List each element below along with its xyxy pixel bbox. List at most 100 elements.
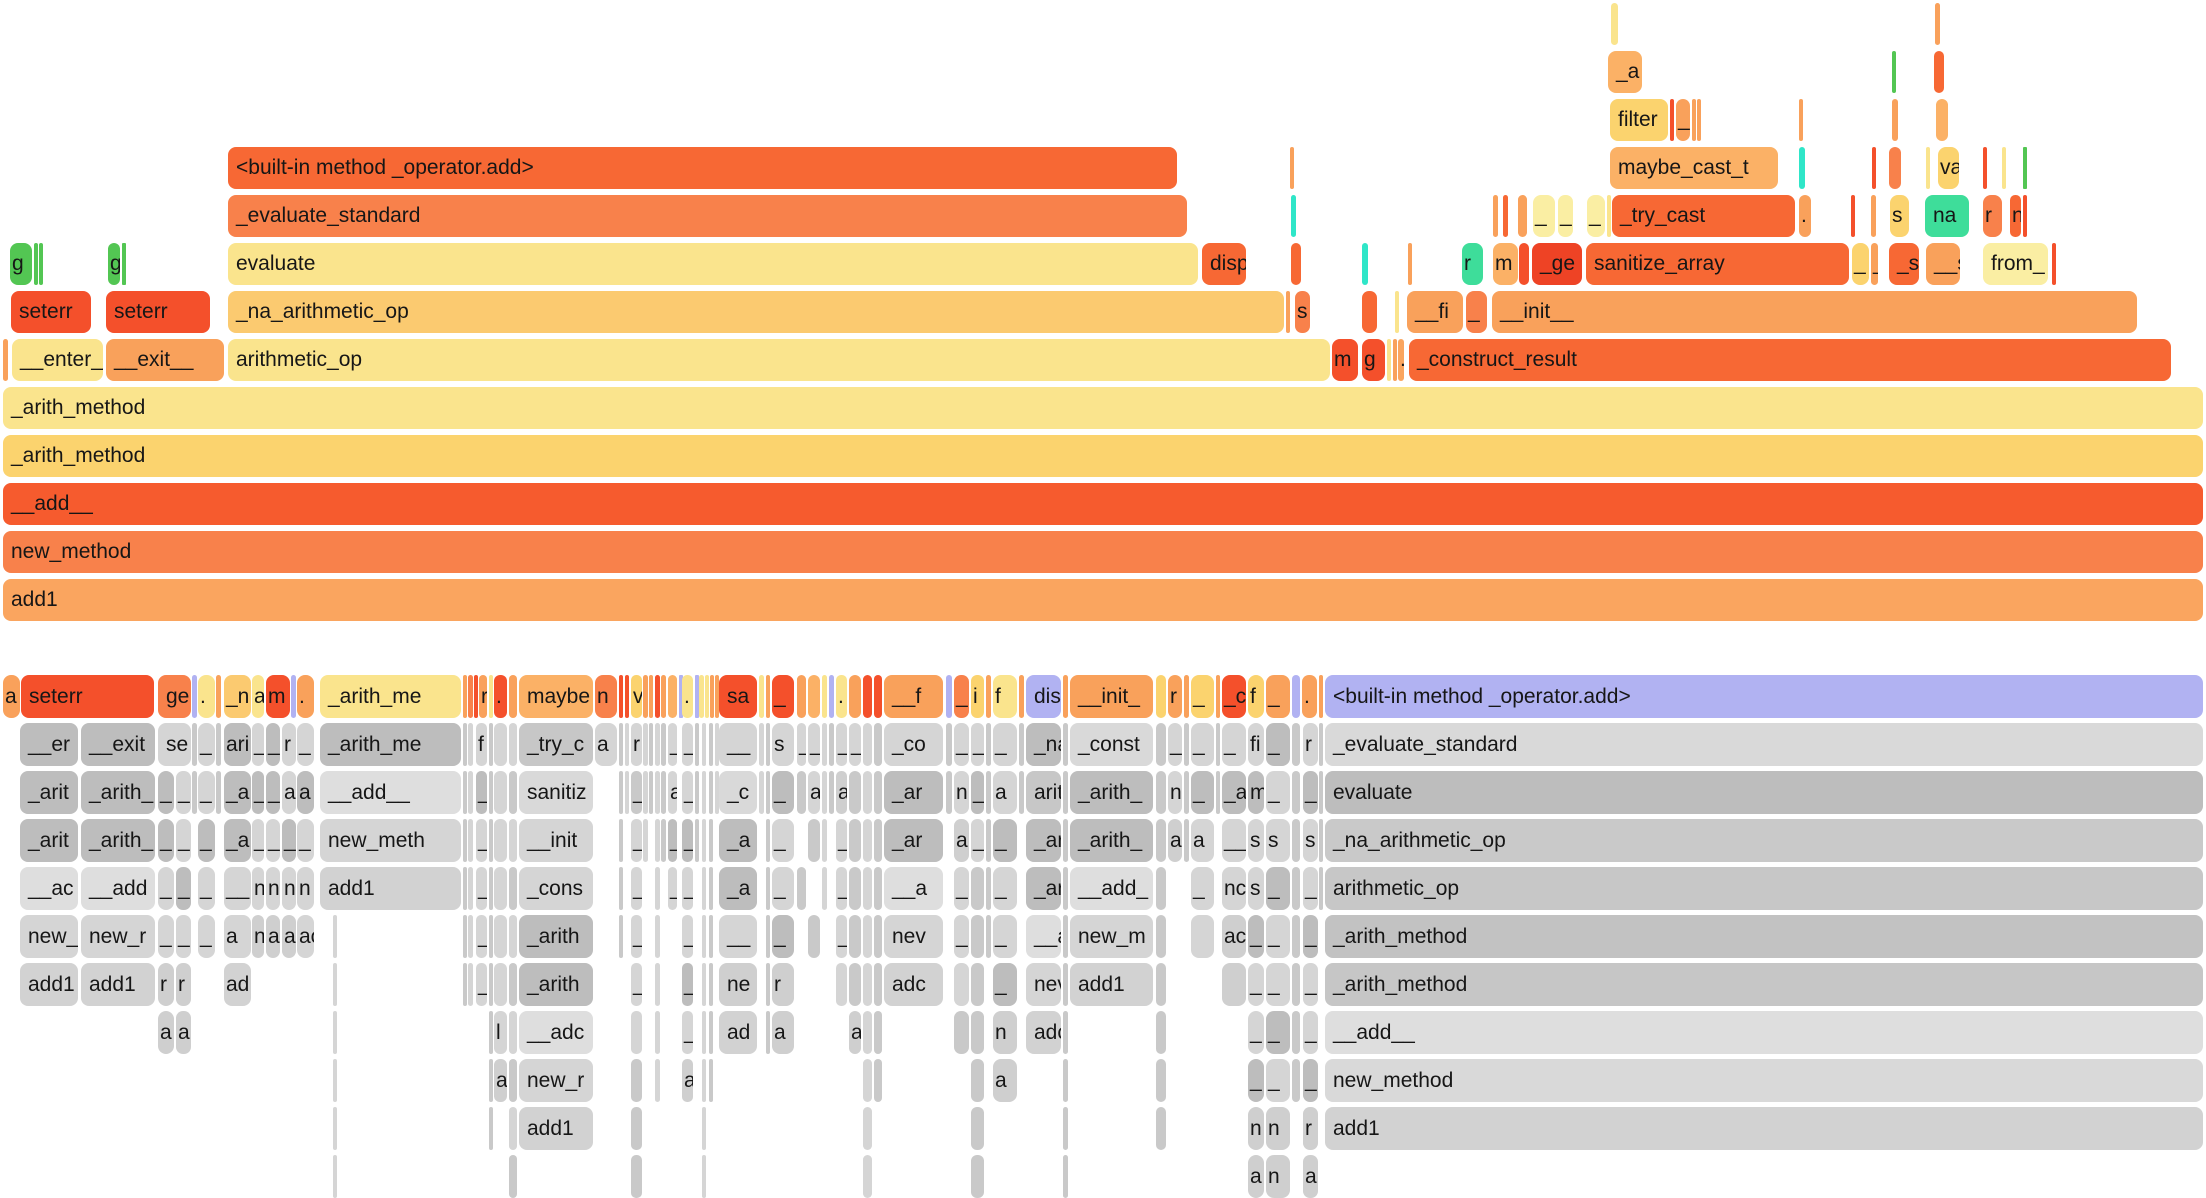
frame-bar[interactable]: nc (1222, 867, 1246, 910)
frame-bar[interactable] (954, 963, 969, 1006)
frame-bar[interactable] (1063, 1011, 1068, 1054)
frame-bar[interactable]: _a (1608, 51, 1642, 93)
frame-bar[interactable]: _ (252, 819, 264, 862)
frame-bar[interactable] (971, 963, 984, 1006)
frame-bar[interactable]: _ (176, 819, 191, 862)
frame-bar[interactable]: _ (1303, 867, 1318, 910)
frame-bar[interactable] (1156, 915, 1166, 958)
frame-bar[interactable]: _ (1303, 771, 1318, 814)
frame-bar[interactable]: _ (993, 963, 1017, 1006)
frame-bar[interactable]: _ (631, 867, 642, 910)
frame-bar[interactable] (1319, 867, 1323, 910)
frame-bar[interactable]: va (1938, 147, 1959, 189)
frame-bar[interactable]: a (668, 771, 677, 814)
frame-bar[interactable]: _a (719, 867, 757, 910)
frame-bar[interactable] (1493, 195, 1498, 237)
frame-bar[interactable]: _ (954, 675, 969, 718)
frame-bar[interactable] (766, 819, 770, 862)
frame-bar[interactable]: ne (719, 963, 757, 1006)
frame-bar[interactable]: _ (1248, 1059, 1264, 1102)
frame-bar[interactable]: _ (668, 723, 677, 766)
frame-bar[interactable]: _s (1889, 243, 1919, 285)
frame-bar[interactable]: a (836, 771, 847, 814)
frame-bar[interactable]: __exit (81, 723, 155, 766)
frame-bar[interactable] (849, 819, 861, 862)
frame-bar[interactable] (1319, 723, 1323, 766)
frame-bar[interactable] (1292, 771, 1300, 814)
frame-bar[interactable]: __ac (20, 867, 78, 910)
frame-bar[interactable] (874, 675, 882, 718)
frame-bar[interactable]: new_r (81, 915, 155, 958)
frame-bar[interactable]: _ (1248, 1011, 1264, 1054)
frame-bar[interactable] (1063, 867, 1068, 910)
frame-bar[interactable]: _ (282, 819, 296, 862)
frame-bar[interactable] (1156, 1107, 1166, 1150)
frame-bar[interactable] (759, 723, 764, 766)
frame-bar[interactable]: sanitize_array (1586, 243, 1849, 285)
frame-bar[interactable] (1292, 819, 1300, 862)
frame-bar[interactable]: a (3, 675, 20, 718)
frame-bar[interactable] (829, 723, 834, 766)
frame-bar[interactable] (1063, 915, 1068, 958)
frame-bar[interactable] (1387, 339, 1391, 381)
frame-bar[interactable] (509, 867, 517, 910)
frame-bar[interactable]: __a (1026, 915, 1061, 958)
frame-bar[interactable] (1697, 99, 1701, 141)
frame-bar[interactable] (1216, 675, 1220, 718)
frame-bar[interactable]: disp (1202, 243, 1246, 285)
frame-bar[interactable]: . (1799, 195, 1811, 237)
frame-bar[interactable] (494, 771, 507, 814)
frame-bar[interactable] (333, 1059, 337, 1102)
frame-bar[interactable]: _ (252, 723, 264, 766)
frame-bar[interactable]: _ (631, 771, 642, 814)
frame-bar[interactable] (1184, 819, 1189, 862)
frame-bar[interactable]: add1 (3, 579, 2203, 621)
frame-bar[interactable] (1184, 723, 1189, 766)
frame-bar[interactable]: _ (797, 723, 806, 766)
frame-bar[interactable]: sa (719, 675, 757, 718)
frame-bar[interactable] (863, 867, 872, 910)
frame-bar[interactable] (216, 771, 221, 814)
frame-bar[interactable]: adc (884, 963, 943, 1006)
frame-bar[interactable]: ge (158, 675, 191, 718)
frame-bar[interactable] (2002, 147, 2006, 189)
frame-bar[interactable] (509, 1107, 517, 1150)
frame-bar[interactable] (468, 963, 473, 1006)
frame-bar[interactable] (643, 819, 648, 862)
frame-bar[interactable]: n (993, 1011, 1017, 1054)
frame-bar[interactable]: . (836, 675, 847, 718)
frame-bar[interactable]: seterr (106, 291, 210, 333)
frame-bar[interactable]: n (954, 771, 969, 814)
frame-bar[interactable]: _ (836, 819, 847, 862)
frame-bar[interactable] (709, 819, 713, 862)
frame-bar[interactable] (1892, 99, 1898, 141)
frame-bar[interactable]: add1 (20, 963, 78, 1006)
frame-bar[interactable]: add1 (320, 867, 461, 910)
frame-bar[interactable] (1408, 243, 1412, 285)
frame-bar[interactable] (489, 867, 493, 910)
frame-bar[interactable]: _arith_method (3, 435, 2203, 477)
frame-bar[interactable] (333, 1155, 337, 1198)
frame-bar[interactable] (946, 723, 952, 766)
frame-bar[interactable]: _arit (20, 819, 78, 862)
frame-bar[interactable]: _ (1266, 867, 1290, 910)
frame-bar[interactable] (655, 771, 660, 814)
frame-bar[interactable]: _ (993, 915, 1017, 958)
frame-bar[interactable]: _ (252, 771, 264, 814)
frame-bar[interactable]: __add__ (1325, 1011, 2203, 1054)
frame-bar[interactable] (619, 771, 623, 814)
frame-bar[interactable]: a (682, 1059, 693, 1102)
frame-bar[interactable] (1292, 1059, 1300, 1102)
frame-bar[interactable]: seterr (21, 675, 154, 718)
frame-bar[interactable]: a (993, 771, 1017, 814)
frame-bar[interactable]: __f (884, 675, 943, 718)
frame-bar[interactable] (822, 675, 827, 718)
frame-bar[interactable] (715, 723, 719, 766)
frame-bar[interactable] (863, 675, 872, 718)
frame-bar[interactable] (468, 723, 473, 766)
frame-bar[interactable] (333, 1011, 337, 1054)
frame-bar[interactable] (463, 963, 467, 1006)
frame-bar[interactable]: m (266, 675, 290, 718)
frame-bar[interactable] (1156, 723, 1166, 766)
frame-bar[interactable]: ac (282, 915, 296, 958)
